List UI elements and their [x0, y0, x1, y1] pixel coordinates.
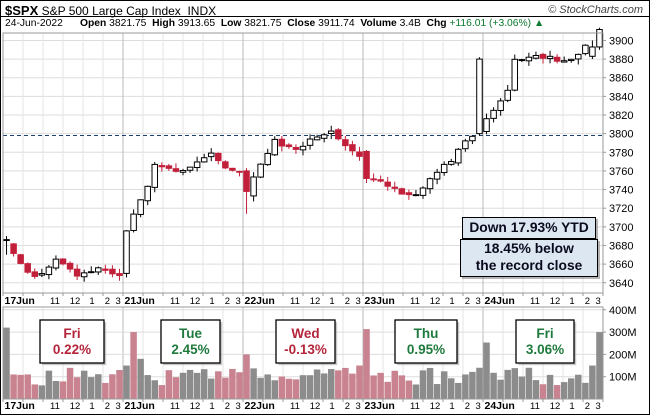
svg-text:3740: 3740 — [609, 185, 633, 197]
svg-text:3680: 3680 — [609, 240, 633, 252]
svg-text:11: 11 — [170, 401, 180, 412]
svg-text:2: 2 — [345, 401, 350, 412]
svg-text:400M: 400M — [609, 305, 637, 317]
svg-text:2: 2 — [465, 401, 470, 412]
svg-text:12: 12 — [310, 296, 321, 307]
svg-text:24Jun: 24Jun — [485, 295, 515, 307]
svg-text:3780: 3780 — [609, 147, 633, 159]
svg-text:Thu: Thu — [414, 326, 439, 341]
svg-text:1: 1 — [209, 296, 214, 307]
svg-text:Fri: Fri — [536, 326, 553, 341]
svg-text:Wed: Wed — [291, 326, 319, 341]
svg-text:3700: 3700 — [609, 222, 633, 234]
svg-text:3720: 3720 — [609, 203, 633, 215]
svg-text:12: 12 — [550, 401, 561, 412]
svg-text:17Jun: 17Jun — [5, 295, 35, 307]
svg-text:3800: 3800 — [609, 129, 633, 141]
svg-text:1: 1 — [449, 296, 454, 307]
svg-text:3860: 3860 — [609, 73, 633, 85]
svg-text:2: 2 — [345, 296, 350, 307]
svg-text:3: 3 — [356, 401, 361, 412]
svg-text:11: 11 — [290, 401, 300, 412]
svg-text:21Jun: 21Jun — [125, 295, 155, 307]
svg-text:17Jun: 17Jun — [5, 400, 35, 412]
svg-text:3: 3 — [236, 401, 241, 412]
svg-text:2: 2 — [585, 296, 590, 307]
svg-text:11: 11 — [530, 401, 540, 412]
svg-text:3660: 3660 — [609, 259, 633, 271]
svg-text:21Jun: 21Jun — [125, 400, 155, 412]
svg-text:12: 12 — [190, 296, 201, 307]
svg-text:24Jun: 24Jun — [485, 400, 515, 412]
svg-text:3: 3 — [356, 296, 361, 307]
svg-text:23Jun: 23Jun — [365, 400, 395, 412]
svg-text:1: 1 — [89, 401, 94, 412]
svg-text:12: 12 — [190, 401, 201, 412]
svg-text:11: 11 — [290, 296, 300, 307]
svg-text:100M: 100M — [609, 372, 637, 384]
svg-text:3: 3 — [116, 296, 121, 307]
svg-text:-0.13%: -0.13% — [284, 342, 327, 357]
svg-text:Fri: Fri — [63, 326, 80, 341]
svg-text:1: 1 — [209, 401, 214, 412]
svg-text:1: 1 — [569, 296, 574, 307]
svg-text:2: 2 — [585, 401, 590, 412]
svg-text:23Jun: 23Jun — [365, 295, 395, 307]
svg-text:1: 1 — [89, 296, 94, 307]
svg-text:3: 3 — [476, 296, 481, 307]
svg-text:3: 3 — [236, 296, 241, 307]
svg-text:11: 11 — [410, 401, 420, 412]
svg-text:3760: 3760 — [609, 166, 633, 178]
svg-text:12: 12 — [550, 296, 561, 307]
svg-text:12: 12 — [70, 401, 81, 412]
svg-text:3: 3 — [116, 401, 121, 412]
svg-text:2: 2 — [105, 296, 110, 307]
svg-text:2: 2 — [225, 296, 230, 307]
svg-text:11: 11 — [50, 296, 60, 307]
svg-text:3900: 3900 — [609, 35, 633, 47]
svg-text:12: 12 — [430, 296, 441, 307]
svg-text:3640: 3640 — [609, 278, 633, 290]
svg-text:12: 12 — [310, 401, 321, 412]
svg-text:0.95%: 0.95% — [407, 342, 445, 357]
svg-text:12: 12 — [70, 296, 81, 307]
svg-text:22Jun: 22Jun — [245, 400, 275, 412]
svg-text:3840: 3840 — [609, 91, 633, 103]
svg-text:3: 3 — [596, 401, 601, 412]
svg-text:1: 1 — [449, 401, 454, 412]
svg-text:11: 11 — [410, 296, 420, 307]
svg-text:11: 11 — [530, 296, 540, 307]
svg-text:3820: 3820 — [609, 110, 633, 122]
svg-text:2: 2 — [465, 296, 470, 307]
svg-text:1: 1 — [329, 401, 334, 412]
svg-text:2: 2 — [105, 401, 110, 412]
svg-text:Tue: Tue — [179, 326, 202, 341]
svg-text:12: 12 — [430, 401, 441, 412]
svg-text:2.45%: 2.45% — [171, 342, 209, 357]
svg-text:3: 3 — [476, 401, 481, 412]
svg-text:2: 2 — [225, 401, 230, 412]
svg-text:11: 11 — [170, 296, 180, 307]
svg-text:1: 1 — [329, 296, 334, 307]
svg-text:3: 3 — [596, 296, 601, 307]
svg-text:22Jun: 22Jun — [245, 295, 275, 307]
svg-text:11: 11 — [50, 401, 60, 412]
svg-text:200M: 200M — [609, 349, 637, 361]
svg-text:3880: 3880 — [609, 54, 633, 66]
svg-text:0.22%: 0.22% — [53, 342, 91, 357]
svg-text:3.06%: 3.06% — [526, 342, 564, 357]
svg-text:1: 1 — [569, 401, 574, 412]
svg-text:300M: 300M — [609, 327, 637, 339]
